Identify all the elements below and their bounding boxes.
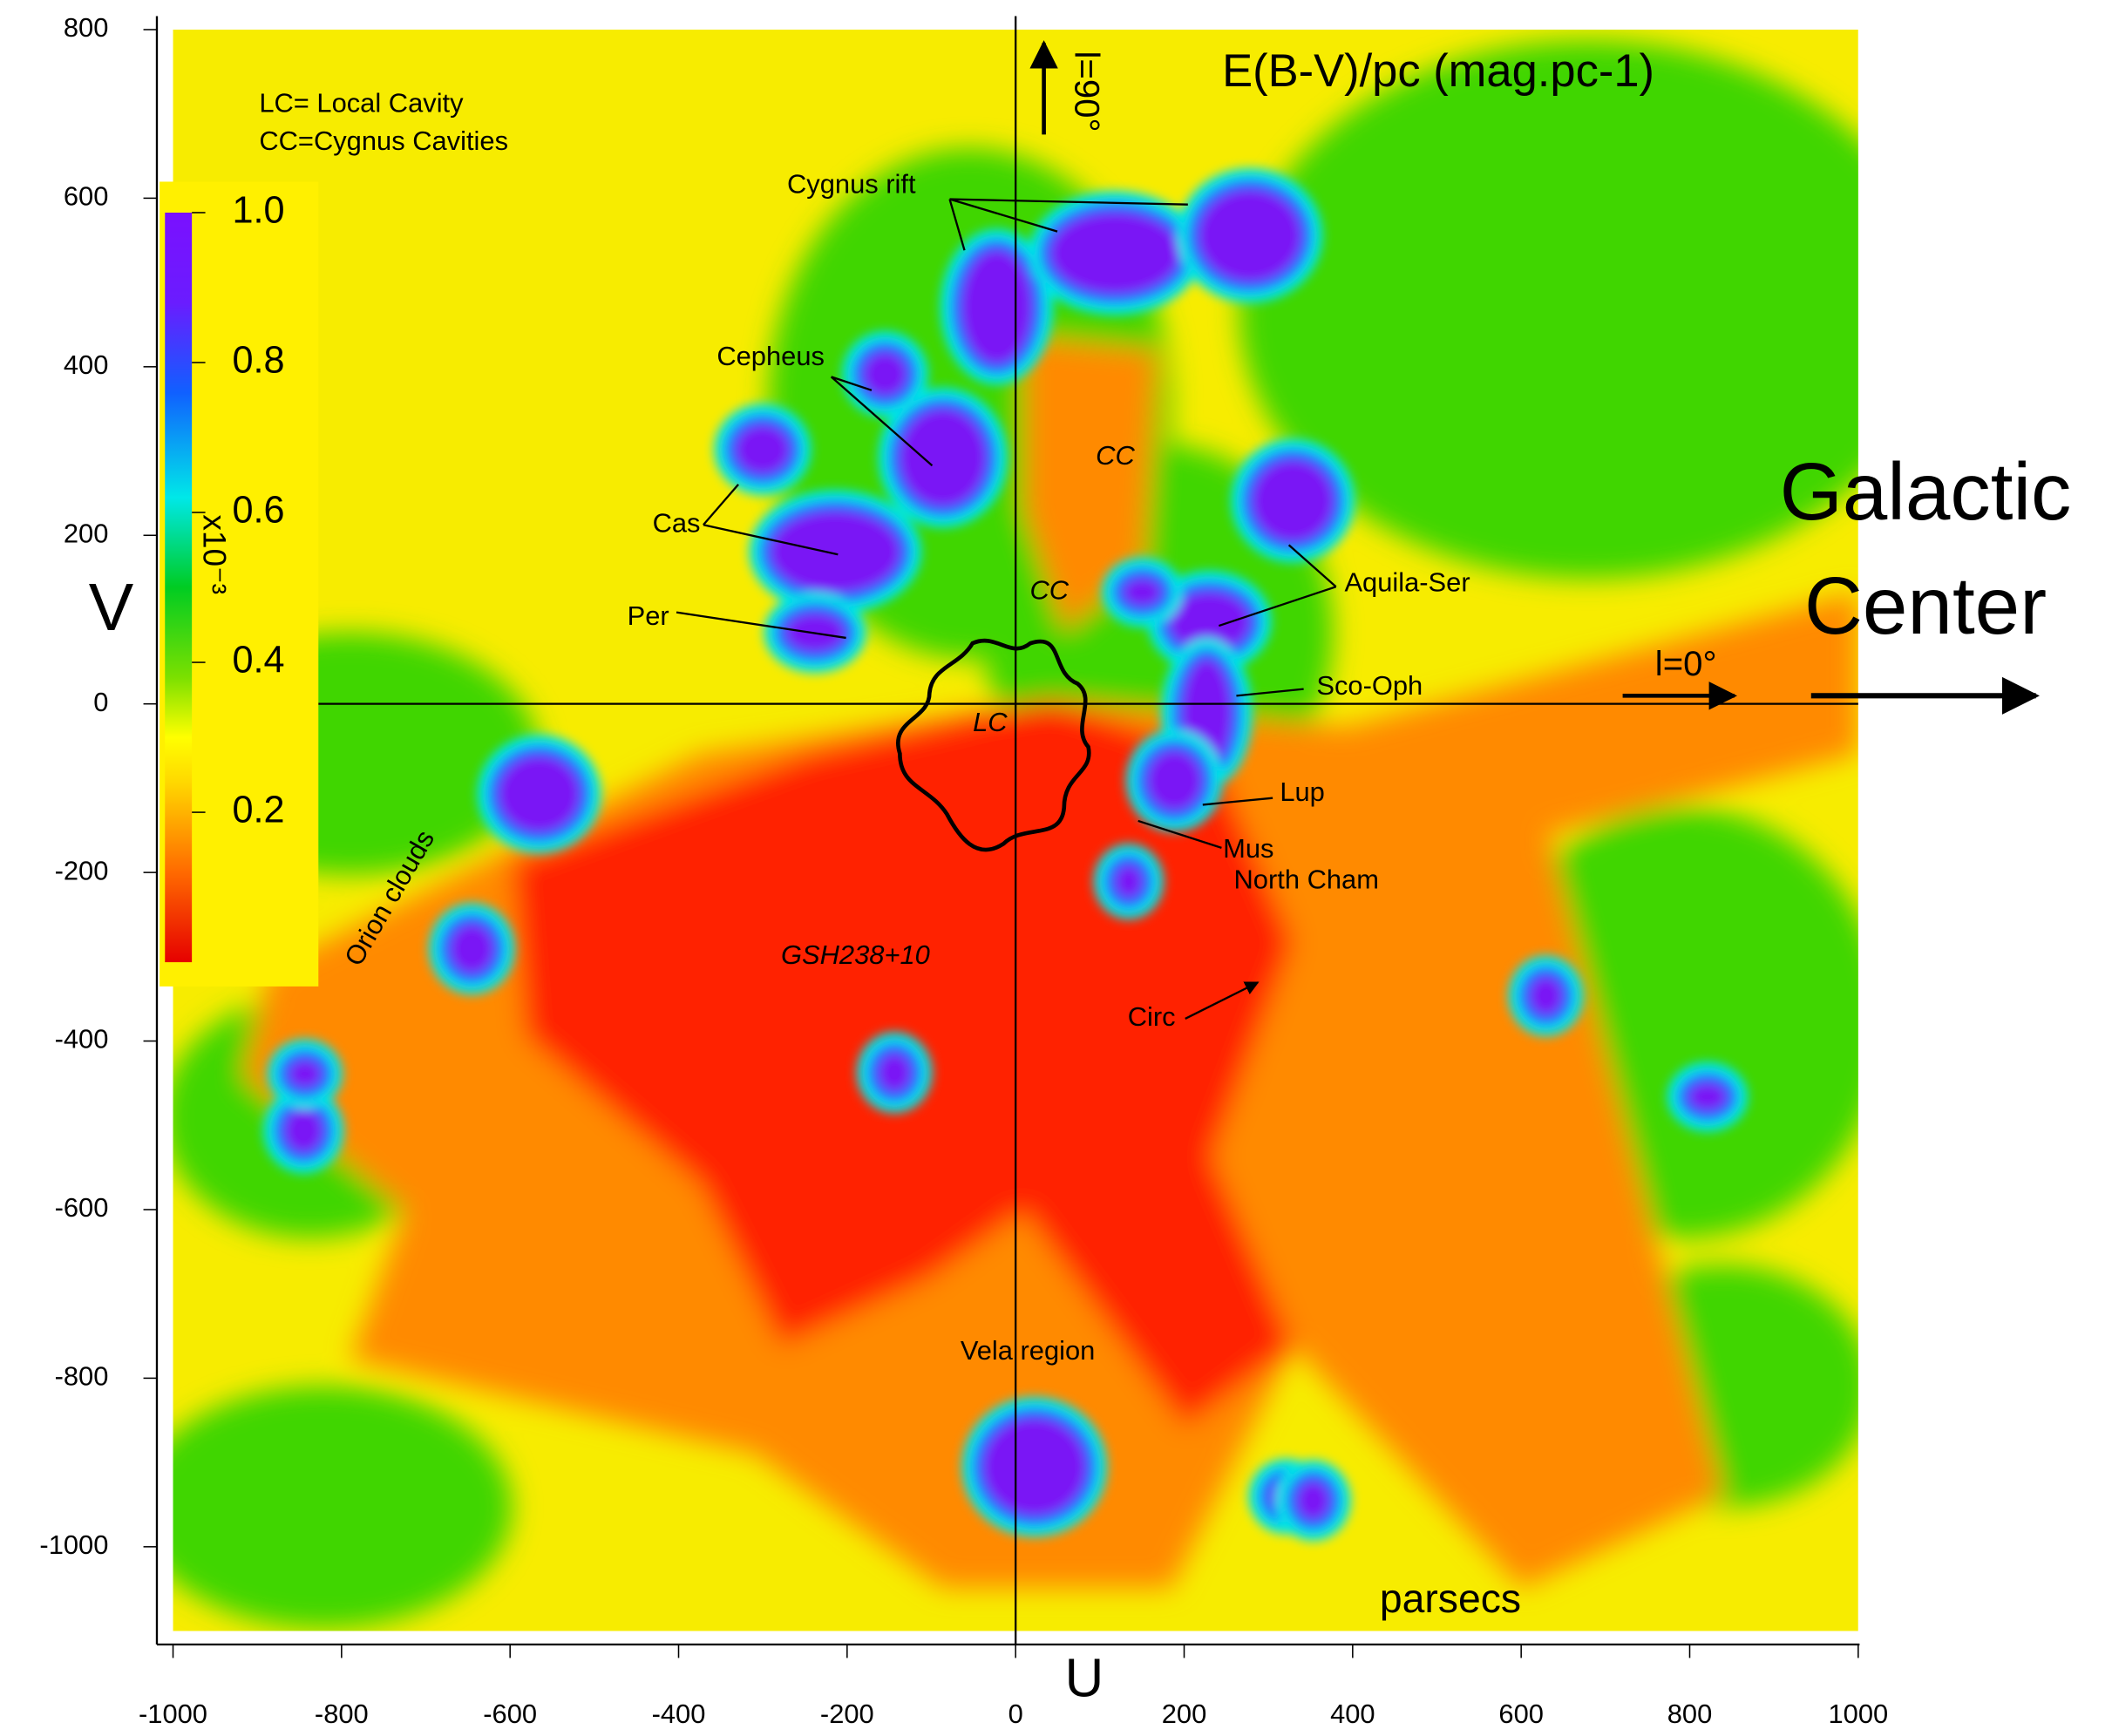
x-tick-label: 0 bbox=[1008, 1699, 1023, 1729]
colorbar-tick-label: 0.4 bbox=[232, 639, 284, 681]
page: {"chart_data": { "type": "heatmap", "tit… bbox=[0, 0, 2112, 1736]
cloud bbox=[961, 250, 1031, 363]
y-tick-label: -1000 bbox=[39, 1529, 108, 1560]
annotation: Vela region bbox=[961, 1335, 1096, 1366]
colorbar-label: x10⁻³ bbox=[196, 514, 233, 594]
annotation: Aquila-Ser bbox=[1344, 566, 1470, 597]
cloud bbox=[1688, 1083, 1726, 1110]
annotation: LC bbox=[973, 707, 1008, 737]
annotation: GSH238+10 bbox=[781, 939, 930, 970]
annotation: Sco-Oph bbox=[1316, 670, 1423, 701]
annotation: CC bbox=[1096, 440, 1135, 471]
cloud bbox=[1115, 865, 1142, 898]
cloud bbox=[1124, 579, 1161, 606]
annotation: CC bbox=[1029, 575, 1069, 606]
annotation: Mus bbox=[1223, 833, 1273, 864]
y-tick-label: 400 bbox=[64, 349, 109, 380]
annotation: Cygnus rift bbox=[787, 168, 916, 199]
cloud bbox=[451, 925, 493, 973]
x-tick-label: 800 bbox=[1667, 1699, 1713, 1729]
direction-label: l=0° bbox=[1655, 644, 1717, 683]
cloud bbox=[771, 512, 900, 593]
annotation: North Cham bbox=[1233, 865, 1378, 895]
cloud bbox=[900, 409, 986, 505]
annotation: Cepheus bbox=[716, 341, 825, 371]
y-tick-label: -200 bbox=[55, 855, 109, 885]
colorbar-tick-label: 0.8 bbox=[232, 339, 284, 381]
x-tick-label: 400 bbox=[1330, 1699, 1375, 1729]
unit-label: parsecs bbox=[1380, 1576, 1521, 1621]
x-tick-label: 1000 bbox=[1828, 1699, 1888, 1729]
legend-note: CC=Cygnus Cavities bbox=[259, 125, 508, 156]
y-tick-label: -800 bbox=[55, 1361, 109, 1392]
x-axis-label: U bbox=[1065, 1649, 1104, 1709]
cloud bbox=[1199, 190, 1300, 281]
y-tick-label: -400 bbox=[55, 1024, 109, 1054]
y-tick-label: -600 bbox=[55, 1192, 109, 1223]
colorbar-tick-label: 1.0 bbox=[232, 189, 284, 231]
colorbar-tick-label: 0.6 bbox=[232, 489, 284, 531]
x-tick-label: -400 bbox=[652, 1699, 706, 1729]
x-tick-label: 200 bbox=[1162, 1699, 1207, 1729]
y-tick-label: 200 bbox=[64, 518, 109, 548]
cloud bbox=[1530, 977, 1562, 1014]
cloud bbox=[736, 425, 790, 474]
cloud bbox=[289, 1061, 321, 1088]
cloud bbox=[285, 1109, 323, 1151]
cloud bbox=[983, 1419, 1085, 1516]
cloud bbox=[879, 1054, 911, 1091]
direction-label: l=90° bbox=[1067, 51, 1106, 132]
cloud bbox=[1253, 460, 1334, 541]
galactic-center-label: Center bbox=[1804, 560, 2047, 651]
cloud bbox=[1148, 751, 1202, 810]
annotation: Cas bbox=[653, 507, 701, 538]
annotation: Per bbox=[628, 600, 669, 631]
colorbar-tick-label: 0.2 bbox=[232, 789, 284, 831]
y-tick-label: 0 bbox=[93, 687, 108, 717]
annotation: Circ bbox=[1128, 1001, 1176, 1032]
legend-note: LC= Local Cavity bbox=[259, 88, 464, 119]
chart: E(B-V)/pc (mag.pc-1) U V parsecs x10⁻³ L… bbox=[0, 0, 2112, 1736]
y-tick-label: 600 bbox=[64, 181, 109, 212]
x-tick-label: -800 bbox=[315, 1699, 369, 1729]
y-axis-label: V bbox=[89, 570, 134, 645]
cloud bbox=[499, 756, 580, 831]
cloud bbox=[1297, 1482, 1329, 1519]
galactic-center-label: Galactic bbox=[1780, 446, 2072, 537]
cloud bbox=[1050, 213, 1179, 294]
y-tick-label: 800 bbox=[64, 12, 109, 43]
chart-title: E(B-V)/pc (mag.pc-1) bbox=[1222, 45, 1654, 97]
colorbar bbox=[165, 213, 192, 962]
x-tick-label: -600 bbox=[483, 1699, 537, 1729]
annotation: Lup bbox=[1280, 776, 1325, 807]
x-tick-label: 600 bbox=[1498, 1699, 1544, 1729]
x-tick-label: -200 bbox=[820, 1699, 874, 1729]
x-tick-label: -1000 bbox=[139, 1699, 207, 1729]
